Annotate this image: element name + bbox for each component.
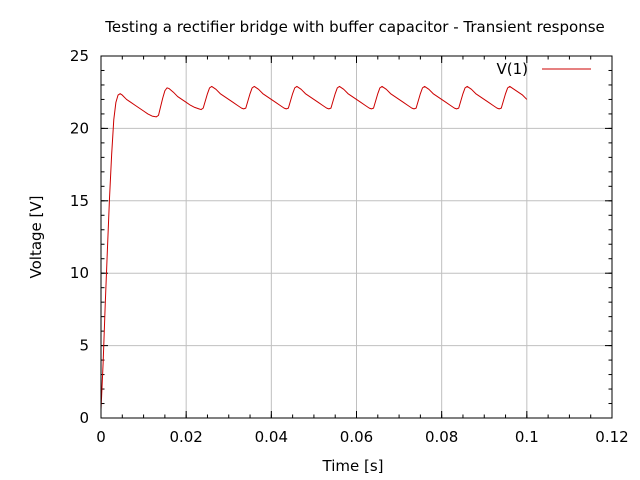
- y-tick-label: 15: [70, 192, 89, 210]
- y-tick-label: 10: [70, 264, 89, 282]
- y-axis-label: Voltage [V]: [27, 196, 45, 279]
- series-line-v1: [100, 85, 528, 410]
- x-tick-label: 0.1: [515, 428, 539, 446]
- legend: V(1): [496, 60, 591, 78]
- x-tick-label: 0: [96, 428, 106, 446]
- x-tick-label: 0.12: [595, 428, 628, 446]
- y-tick-label: 5: [79, 337, 89, 355]
- legend-label-v1: V(1): [496, 60, 528, 78]
- chart-title: Testing a rectifier bridge with buffer c…: [104, 18, 605, 36]
- plot-frame: [100, 55, 613, 419]
- x-tick-label: 0.08: [425, 428, 458, 446]
- x-axis-label: Time [s]: [322, 457, 384, 475]
- grid-lines: [101, 56, 612, 418]
- y-tick-label: 20: [70, 119, 89, 137]
- y-tick-label: 0: [79, 409, 89, 427]
- x-tick-label: 0.06: [340, 428, 373, 446]
- x-tick-label: 0.04: [255, 428, 288, 446]
- y-tick-label: 25: [70, 47, 89, 65]
- series-layer: [100, 85, 528, 410]
- axis-ticks: 0 0.02 0.04 0.06 0.08 0.1 0.12 0 5 10 15 20 25: [70, 47, 629, 446]
- x-tick-label: 0.02: [169, 428, 202, 446]
